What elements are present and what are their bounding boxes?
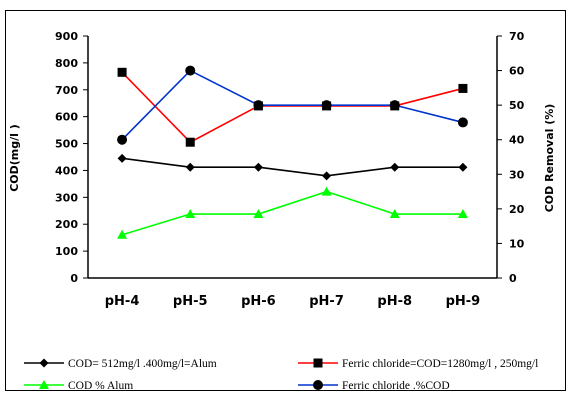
legend-label: Ferric chloride .%COD (342, 380, 450, 392)
left-tick-label: 200 (55, 218, 78, 231)
series-line (121, 157, 463, 177)
square-marker (117, 67, 127, 77)
right-tick-label: 10 (509, 237, 525, 250)
left-tick-label: 500 (55, 138, 78, 151)
legend-item: Ferric chloride .%COD (298, 380, 450, 392)
circle-marker (117, 134, 128, 145)
circle-marker (253, 100, 264, 111)
right-tick-label: 60 (509, 65, 525, 78)
diamond-marker (390, 162, 400, 172)
diamond-marker (322, 171, 332, 181)
series-line (121, 190, 463, 236)
right-tick-label: 50 (509, 99, 525, 112)
right-axis-label: COD Removal (%) (543, 104, 556, 213)
x-tick-label: pH-8 (377, 294, 412, 309)
x-tick-label: pH-7 (309, 294, 344, 309)
triangle-marker (117, 229, 128, 239)
right-tick-label: 40 (509, 134, 525, 147)
circle-marker (389, 100, 400, 111)
triangle-marker (457, 209, 468, 219)
x-tick-label: pH-5 (173, 294, 208, 309)
circle-marker (185, 65, 196, 76)
legend-label: COD % Alum (68, 380, 133, 392)
right-axis-ticks: 0 10 20 30 40 50 60 70 (497, 30, 525, 285)
left-tick-label: 800 (55, 57, 78, 70)
series-layer (117, 65, 468, 239)
series-line (121, 71, 464, 144)
left-tick-label: 300 (55, 191, 78, 204)
diamond-marker (117, 153, 127, 163)
left-tick-label: 0 (70, 272, 78, 285)
square-marker (458, 83, 468, 93)
triangle-marker (321, 186, 332, 196)
series-square (117, 67, 468, 147)
series-line (121, 69, 464, 141)
series-diamond (117, 153, 468, 181)
legend-label: Ferric chloride=COD=1280mg/l , 250mg/l (342, 358, 538, 370)
triangle-marker (253, 209, 264, 219)
circle-marker (321, 100, 332, 111)
legend-item: COD % Alum (24, 380, 133, 392)
right-tick-label: 0 (509, 272, 517, 285)
left-tick-label: 400 (55, 164, 78, 177)
series-triangle (117, 186, 468, 239)
square-marker (185, 137, 195, 147)
diamond-marker (185, 162, 195, 172)
left-axis-label: COD(mg/l ) (8, 124, 21, 192)
right-tick-label: 20 (509, 203, 525, 216)
square-marker (313, 358, 323, 368)
left-tick-label: 700 (55, 84, 78, 97)
right-tick-label: 30 (509, 168, 525, 181)
x-tick-label: pH-6 (241, 294, 276, 309)
triangle-marker (39, 380, 49, 389)
diamond-marker (39, 358, 49, 368)
axes (87, 36, 498, 279)
triangle-marker (389, 209, 400, 219)
left-tick-label: 100 (55, 245, 78, 258)
triangle-marker (185, 209, 196, 219)
legend-item: COD= 512mg/l .400mg/l=Alum (24, 358, 217, 370)
x-tick-label: pH-9 (446, 294, 481, 309)
legend: COD= 512mg/l .400mg/l=Alum Ferric chlorid… (24, 358, 538, 392)
diamond-marker (253, 162, 263, 172)
x-axis-ticks: pH-4 pH-5 pH-6 pH-7 pH-8 pH-9 (105, 294, 480, 309)
diamond-marker (458, 162, 468, 172)
circle-marker (313, 380, 323, 390)
left-tick-label: 600 (55, 111, 78, 124)
left-tick-label: 900 (55, 30, 78, 43)
x-tick-label: pH-4 (105, 294, 140, 309)
legend-label: COD= 512mg/l .400mg/l=Alum (68, 358, 217, 370)
series-circle (117, 65, 468, 145)
left-axis-ticks: 0 100 200 300 400 500 600 700 800 900 (55, 30, 88, 285)
legend-item: Ferric chloride=COD=1280mg/l , 250mg/l (298, 358, 538, 370)
circle-marker (457, 117, 468, 128)
right-tick-label: 70 (509, 30, 525, 43)
